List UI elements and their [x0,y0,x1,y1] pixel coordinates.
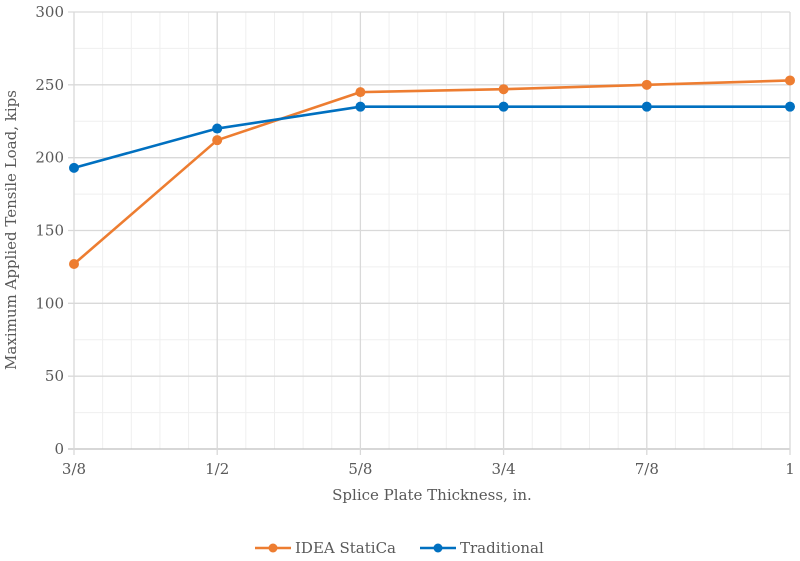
legend-label: IDEA StatiCa [295,539,396,557]
x-tick-label: 3/4 [492,460,516,478]
y-tick-label: 200 [35,149,64,167]
legend-dot-icon [268,543,278,553]
data-point [212,135,223,146]
y-tick-label: 300 [35,3,64,21]
series-line [73,79,791,265]
series-line [73,105,790,170]
legend: IDEA StatiCa Traditional [255,539,544,557]
x-tick-label: 1 [785,460,795,478]
x-axis-title: Splice Plate Thickness, in. [332,486,532,504]
x-tick-label: 3/8 [62,460,86,478]
x-tick-label: 1/2 [205,460,229,478]
data-point [641,101,652,112]
data-series [69,75,795,270]
data-point [641,79,652,90]
data-point [355,101,366,112]
data-point [69,259,79,270]
legend-item: Traditional [420,539,544,557]
series-traditional [69,101,795,173]
data-point [212,123,223,134]
y-tick-label: 100 [35,294,64,312]
legend-dot-icon [433,543,443,553]
data-point [785,75,795,86]
y-tick-label: 0 [54,440,64,458]
data-point [498,84,509,95]
series-idea-statica [69,75,795,270]
data-point [69,162,79,173]
x-tick-label: 7/8 [635,460,659,478]
legend-item: IDEA StatiCa [255,539,396,557]
y-axis-tick-labels: 0 50 100 150 200 250 300 [35,3,64,458]
data-point [785,101,795,112]
data-point [355,87,366,98]
major-gridlines [68,11,791,455]
x-axis-tick-labels: 3/8 1/2 5/8 3/4 7/8 1 [62,460,795,478]
y-axis-title: Maximum Applied Tensile Load, kips [2,90,20,370]
y-tick-label: 250 [35,76,64,94]
y-tick-label: 150 [35,222,64,240]
legend-label: Traditional [460,539,544,557]
x-tick-label: 5/8 [348,460,372,478]
data-point [498,101,509,112]
y-tick-label: 50 [45,367,64,385]
